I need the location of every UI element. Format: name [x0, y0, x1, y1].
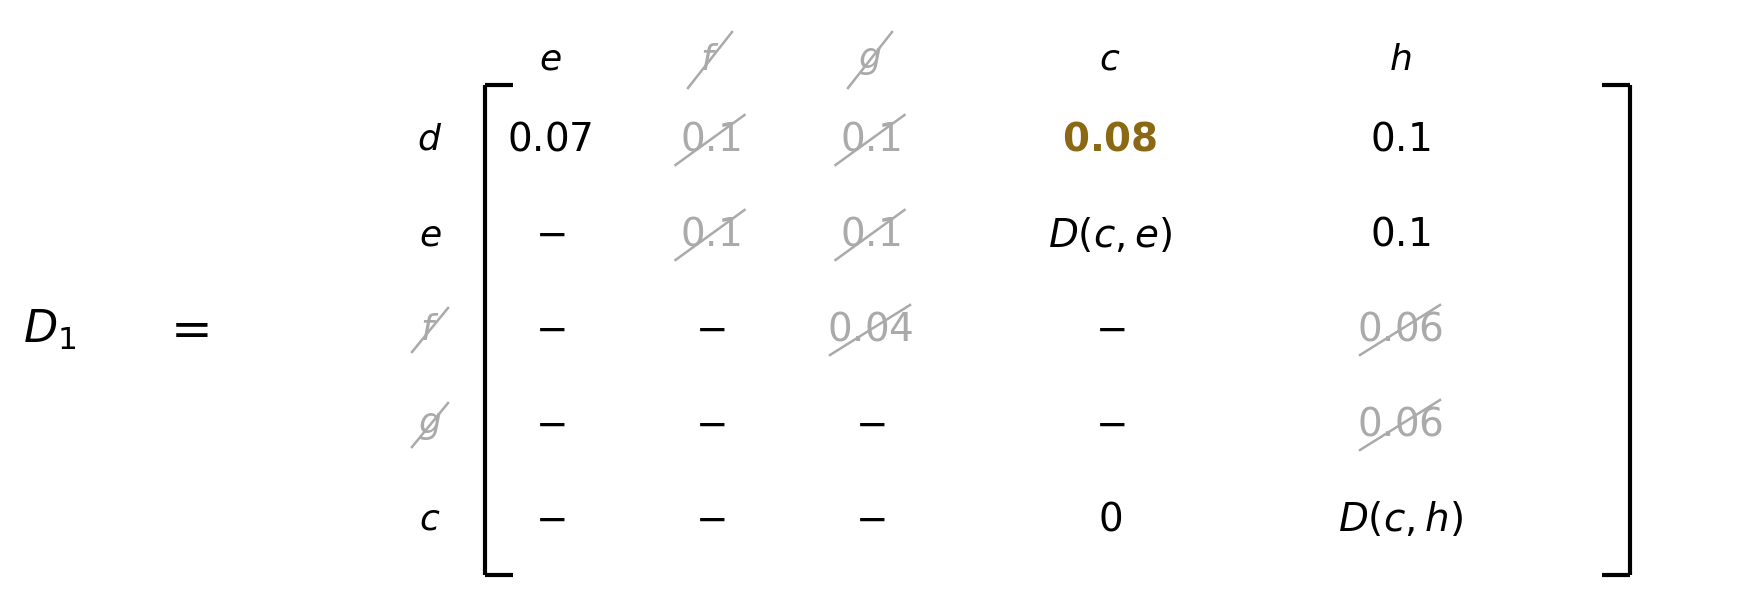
- Text: $-$: $-$: [535, 217, 565, 253]
- Text: $\it{D(c,e)}$: $\it{D(c,e)}$: [1047, 215, 1171, 255]
- Text: $0.07$: $0.07$: [507, 122, 593, 159]
- Text: $-$: $-$: [1094, 312, 1124, 348]
- Text: $0.1$: $0.1$: [680, 122, 739, 159]
- Text: $0.1$: $0.1$: [1369, 122, 1430, 159]
- Text: $-$: $-$: [855, 407, 884, 443]
- Text: $\it{c}$: $\it{c}$: [420, 503, 440, 537]
- Text: $-$: $-$: [535, 407, 565, 443]
- Text: $-$: $-$: [694, 312, 725, 348]
- Text: $\it{f}$: $\it{f}$: [420, 313, 439, 347]
- Text: $-$: $-$: [694, 502, 725, 538]
- Text: $\it{g}$: $\it{g}$: [418, 408, 442, 442]
- Text: $0.04$: $0.04$: [827, 312, 912, 348]
- Text: $-$: $-$: [694, 407, 725, 443]
- Text: $D_1$: $D_1$: [23, 308, 77, 352]
- Text: $-$: $-$: [855, 502, 884, 538]
- Text: $\it{d}$: $\it{d}$: [418, 123, 442, 157]
- Text: $0.1$: $0.1$: [1369, 217, 1430, 253]
- Text: $\it{h}$: $\it{h}$: [1388, 43, 1411, 77]
- Text: $\it{e}$: $\it{e}$: [538, 43, 561, 77]
- Text: $=$: $=$: [161, 306, 210, 355]
- Text: $\it{f}$: $\it{f}$: [699, 43, 718, 77]
- Text: $-$: $-$: [535, 502, 565, 538]
- Text: $\it{e}$: $\it{e}$: [418, 218, 440, 252]
- Text: $\mathbf{0.08}$: $\mathbf{0.08}$: [1061, 122, 1157, 159]
- Text: $\it{D(c,h)}$: $\it{D(c,h)}$: [1337, 500, 1461, 540]
- Text: $-$: $-$: [535, 312, 565, 348]
- Text: $\it{c}$: $\it{c}$: [1099, 43, 1120, 77]
- Text: $-$: $-$: [1094, 407, 1124, 443]
- Text: $0.1$: $0.1$: [839, 217, 900, 253]
- Text: $0.06$: $0.06$: [1356, 312, 1442, 348]
- Text: $0.1$: $0.1$: [839, 122, 900, 159]
- Text: $0$: $0$: [1098, 502, 1122, 538]
- Text: $\it{g}$: $\it{g}$: [858, 43, 881, 77]
- Text: $0.06$: $0.06$: [1356, 407, 1442, 443]
- Text: $0.1$: $0.1$: [680, 217, 739, 253]
